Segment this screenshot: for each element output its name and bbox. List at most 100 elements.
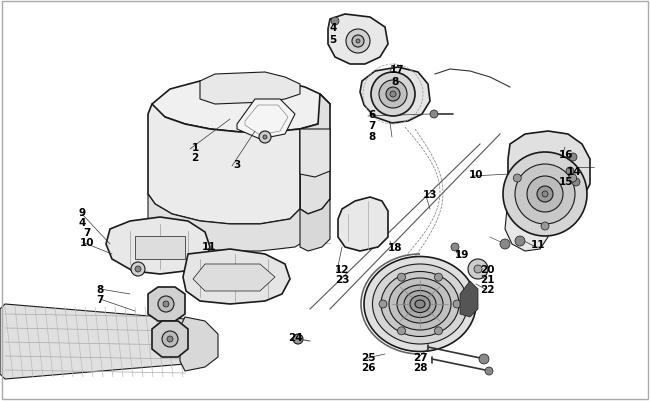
Text: 27: 27 [413,352,427,362]
Text: 1: 1 [191,143,199,153]
Text: 25: 25 [361,352,375,362]
Text: 10: 10 [80,237,94,247]
Polygon shape [0,304,205,379]
Text: 17: 17 [390,65,404,75]
Text: 8: 8 [96,284,103,294]
Polygon shape [180,317,218,371]
Text: 21: 21 [480,274,494,284]
Circle shape [515,164,575,225]
Polygon shape [505,200,548,251]
Text: 16: 16 [559,150,573,160]
Text: 10: 10 [469,170,483,180]
Text: 9: 9 [79,207,86,217]
Ellipse shape [364,257,476,352]
Circle shape [537,186,553,203]
Text: 5: 5 [330,35,337,45]
Ellipse shape [397,285,443,323]
Circle shape [331,18,339,26]
Text: 8: 8 [369,132,376,142]
Polygon shape [300,200,330,251]
Text: 11: 11 [202,241,216,251]
Text: 3: 3 [233,160,240,170]
Polygon shape [152,321,188,357]
Circle shape [451,243,459,251]
Text: 26: 26 [361,362,375,372]
Circle shape [485,367,493,375]
Polygon shape [148,105,300,225]
Text: 6: 6 [369,110,376,120]
Circle shape [386,88,400,102]
Polygon shape [106,217,210,274]
Polygon shape [360,68,430,124]
Text: 8: 8 [391,77,398,87]
Circle shape [527,176,563,213]
Circle shape [500,239,510,249]
Circle shape [135,266,141,272]
Text: 11: 11 [531,239,545,249]
Polygon shape [152,80,330,133]
Ellipse shape [381,272,459,337]
Text: 2: 2 [191,153,199,162]
Polygon shape [183,249,290,304]
Circle shape [163,301,169,307]
Text: 22: 22 [480,284,494,294]
Polygon shape [135,237,185,259]
Circle shape [356,40,360,44]
Text: 13: 13 [422,190,437,200]
Text: 15: 15 [559,176,573,186]
Circle shape [259,132,271,144]
Circle shape [263,136,267,140]
Ellipse shape [404,291,436,318]
Text: 19: 19 [455,249,469,259]
Circle shape [453,300,461,308]
Circle shape [158,296,174,312]
Circle shape [514,174,521,182]
Circle shape [371,73,415,117]
Circle shape [569,174,577,182]
Circle shape [434,273,443,282]
Circle shape [503,153,587,237]
Circle shape [542,192,548,198]
Circle shape [434,327,443,335]
Text: 24: 24 [288,332,302,342]
Polygon shape [508,132,590,213]
Polygon shape [193,264,275,291]
Circle shape [566,168,574,176]
Text: 7: 7 [369,121,376,131]
Circle shape [167,336,173,342]
Polygon shape [237,100,295,140]
Circle shape [430,111,438,119]
Ellipse shape [389,278,451,330]
Circle shape [379,300,387,308]
Circle shape [569,154,577,162]
Text: 23: 23 [335,274,349,284]
Ellipse shape [415,300,425,308]
Polygon shape [328,15,388,65]
Polygon shape [460,281,478,317]
Polygon shape [148,287,185,321]
Circle shape [131,262,145,276]
Text: 7: 7 [83,227,91,237]
Circle shape [541,223,549,231]
Circle shape [293,334,303,344]
Polygon shape [300,95,330,215]
Circle shape [162,331,178,347]
Text: 18: 18 [388,242,402,252]
Polygon shape [338,198,388,251]
Text: 12: 12 [335,264,349,274]
Circle shape [352,36,364,48]
Circle shape [468,259,488,279]
Ellipse shape [410,296,430,313]
Circle shape [398,327,406,335]
Circle shape [390,92,396,98]
Circle shape [398,273,406,282]
Polygon shape [300,130,330,178]
Text: 7: 7 [96,294,104,304]
Circle shape [379,81,407,109]
Text: 4: 4 [78,217,86,227]
Circle shape [474,265,482,273]
Circle shape [346,30,370,54]
Circle shape [572,178,580,186]
Text: 28: 28 [413,362,427,372]
Text: 14: 14 [567,166,581,176]
